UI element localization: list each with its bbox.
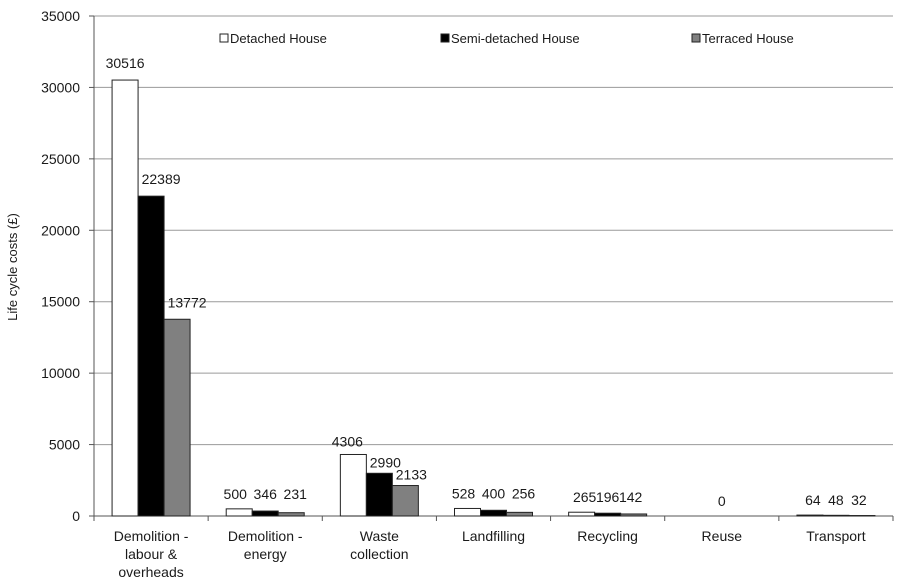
x-category-label: Transport [806, 528, 866, 544]
data-label: 4306 [332, 433, 363, 449]
x-category-label: Reuse [702, 528, 743, 544]
y-tick-label: 20000 [41, 222, 80, 238]
x-category-label: Waste collection [350, 528, 408, 562]
bar-semi-detached-house [251, 510, 279, 517]
data-label: 2133 [396, 467, 427, 483]
y-axis-label: Life cycle costs (£) [5, 213, 20, 321]
y-tick-label: 15000 [41, 294, 80, 310]
data-label: 400 [482, 485, 506, 501]
bar-semi-detached-house [594, 512, 622, 517]
bar-terraced-house [163, 318, 191, 517]
data-label: 22389 [142, 171, 181, 187]
bar-terraced-house [620, 513, 648, 517]
data-label: 13772 [168, 294, 207, 310]
data-label: 0 [718, 493, 726, 509]
data-label: 500 [224, 486, 248, 502]
data-label: 265 [573, 489, 597, 505]
data-label: 30516 [106, 55, 145, 71]
data-label: 196 [596, 489, 620, 505]
legend-label: Terraced House [702, 31, 794, 46]
data-label: 528 [452, 485, 476, 501]
bar-semi-detached-house [137, 195, 165, 517]
gridlines [94, 15, 893, 446]
bar-detached-house [796, 514, 824, 517]
legend: Detached House Semi-detached House Terrace… [219, 31, 794, 46]
legend-swatch [219, 33, 229, 43]
legend-swatch [440, 33, 450, 43]
data-label: 32 [851, 492, 867, 508]
data-label: 2990 [370, 454, 401, 470]
data-label: 142 [619, 489, 643, 505]
data-label: 346 [254, 486, 278, 502]
bar-terraced-house [391, 485, 419, 517]
y-tick-label: 5000 [49, 437, 80, 453]
bar-terraced-house [506, 511, 533, 517]
x-category-label: Demolition -labour & overheads [114, 528, 189, 580]
bar-detached-house [339, 453, 367, 517]
y-tick-label: 0 [72, 508, 80, 524]
bar-semi-detached-house [480, 509, 507, 517]
legend-label: Semi-detached House [451, 31, 580, 46]
y-tick-label: 35000 [41, 8, 80, 24]
x-category-label: Recycling [577, 528, 638, 544]
bar-detached-house [568, 511, 596, 517]
bar-semi-detached-house [365, 472, 393, 517]
bars [111, 79, 876, 517]
data-label: 64 [805, 492, 821, 508]
y-tick-label: 25000 [41, 151, 80, 167]
bar-detached-house [111, 79, 139, 517]
bar-terraced-house [277, 512, 305, 517]
legend-label: Detached House [230, 31, 327, 46]
bar-detached-house [454, 507, 481, 517]
x-category-label: Demolition -energy [228, 528, 303, 562]
x-category-label: Landfilling [462, 528, 525, 544]
legend-swatch [691, 33, 701, 43]
data-label: 231 [284, 486, 308, 502]
data-label: 256 [512, 485, 536, 501]
bar-detached-house [225, 508, 253, 517]
y-tick-label: 30000 [41, 79, 80, 95]
y-tick-label: 10000 [41, 365, 80, 381]
bar-semi-detached-house [822, 514, 850, 517]
axes: 05000100001500020000250003000035000Demol… [41, 8, 894, 580]
data-label: 48 [828, 492, 844, 508]
